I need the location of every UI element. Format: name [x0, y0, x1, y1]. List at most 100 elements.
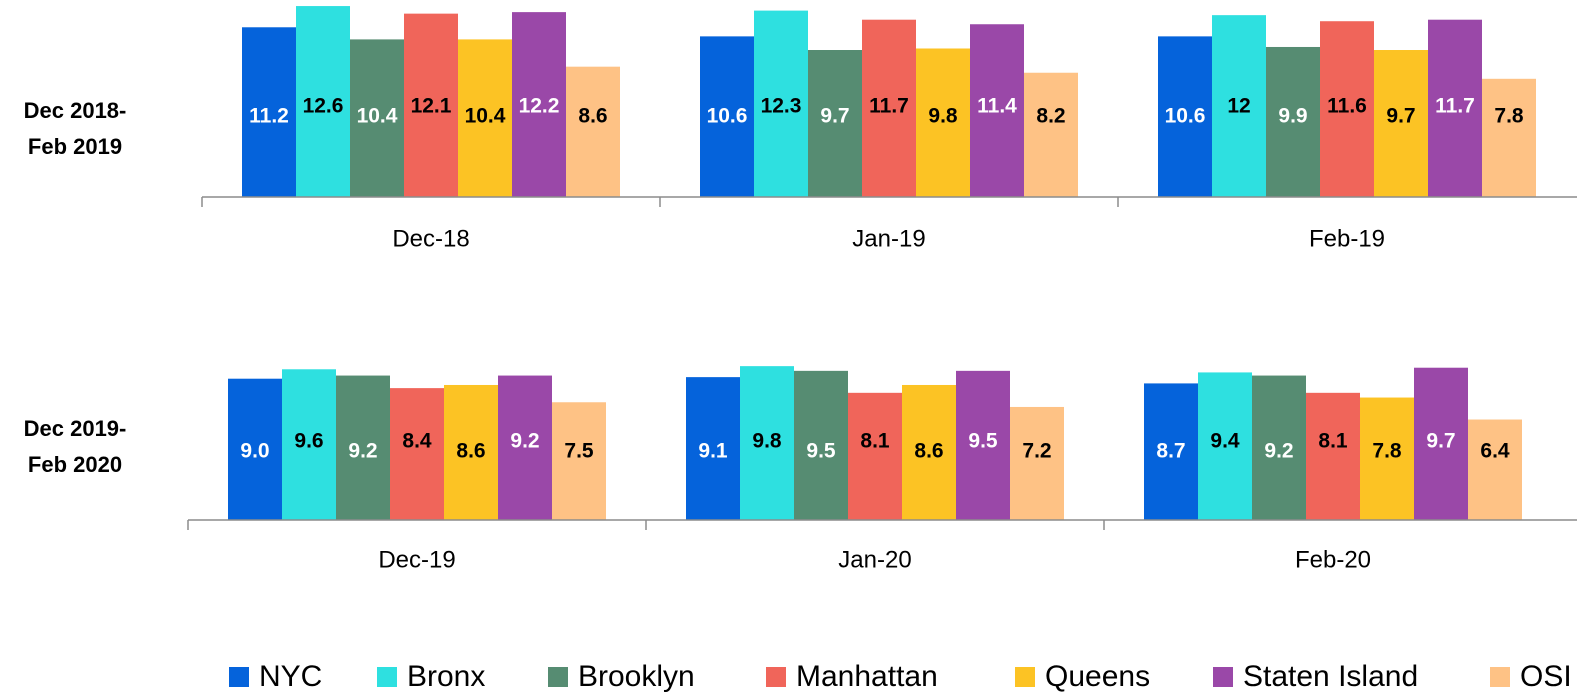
bar [794, 370, 848, 520]
value-label: 8.7 [1156, 440, 1185, 463]
legend-label: Brooklyn [578, 660, 695, 693]
bar [444, 384, 498, 520]
legend-label: Queens [1045, 660, 1150, 693]
value-label: 6.4 [1480, 440, 1510, 463]
bar [1482, 78, 1536, 197]
row-title: Feb 2019 [28, 134, 122, 159]
bar [404, 13, 458, 198]
bar [808, 50, 862, 197]
value-label: 9.7 [1386, 105, 1415, 128]
value-label: 9.9 [1278, 105, 1307, 128]
legend-label: Manhattan [796, 660, 938, 693]
legend-label: Bronx [407, 660, 485, 693]
legend-swatch [548, 667, 568, 687]
bar [296, 6, 350, 197]
bar [970, 24, 1024, 197]
bar [1010, 406, 1064, 520]
value-label: 8.4 [402, 430, 432, 453]
value-label: 9.4 [1210, 430, 1240, 453]
bar [228, 378, 282, 520]
value-label: 12 [1227, 95, 1250, 118]
bar [700, 36, 754, 197]
value-label: 12.3 [761, 95, 802, 118]
value-label: 11.6 [1327, 95, 1367, 118]
row-title: Feb 2020 [28, 452, 122, 477]
bar [336, 375, 390, 520]
bar [1144, 383, 1198, 520]
value-label: 9.1 [698, 440, 728, 463]
value-label: 8.1 [860, 430, 890, 453]
bar [902, 384, 956, 520]
value-label: 9.2 [510, 430, 539, 453]
legend-swatch [1015, 667, 1035, 687]
value-label: 9.6 [294, 430, 323, 453]
value-label: 9.7 [1426, 430, 1455, 453]
bar [1158, 36, 1212, 197]
value-label: 12.2 [519, 95, 560, 118]
bar [552, 402, 606, 520]
bar [956, 370, 1010, 520]
x-tick-label: Jan-20 [838, 546, 911, 573]
value-label: 7.8 [1494, 105, 1524, 128]
bar [458, 39, 512, 198]
bar [1414, 367, 1468, 520]
value-label: 8.6 [914, 440, 943, 463]
value-label: 9.8 [928, 105, 958, 128]
value-label: 9.8 [752, 430, 782, 453]
bar [1252, 375, 1306, 520]
bar [916, 48, 970, 197]
value-label: 8.6 [456, 440, 485, 463]
bar [1374, 50, 1428, 197]
value-label: 9.5 [968, 430, 998, 453]
value-label: 12.1 [411, 95, 452, 118]
bar [686, 377, 740, 520]
x-tick-label: Feb-19 [1309, 225, 1385, 252]
legend-label: Staten Island [1243, 660, 1418, 693]
row-title: Dec 2019- [24, 416, 127, 441]
value-label: 8.2 [1036, 105, 1065, 128]
value-label: 10.4 [357, 105, 398, 128]
bar [350, 39, 404, 198]
bar [1212, 15, 1266, 198]
legend-swatch [229, 667, 249, 687]
bar [740, 366, 794, 520]
legend-label: OSI [1520, 660, 1572, 693]
bar [512, 12, 566, 197]
bar [1428, 19, 1482, 198]
value-label: 11.4 [977, 95, 1017, 118]
row-title: Dec 2018- [24, 98, 127, 123]
bar [1320, 21, 1374, 197]
value-label: 8.1 [1318, 430, 1348, 453]
bar [1306, 392, 1360, 520]
bar [862, 19, 916, 198]
value-label: 8.6 [578, 105, 607, 128]
bar [1468, 419, 1522, 520]
legend-swatch [1213, 667, 1233, 687]
value-label: 11.7 [1435, 95, 1475, 118]
bar [1360, 397, 1414, 520]
value-label: 7.2 [1022, 440, 1051, 463]
bar [282, 369, 336, 520]
value-label: 12.6 [303, 95, 344, 118]
legend-label: NYC [259, 660, 322, 693]
bar [848, 392, 902, 520]
x-tick-label: Dec-18 [392, 225, 469, 252]
legend-swatch [766, 667, 786, 687]
bar [1024, 72, 1078, 197]
value-label: 11.7 [869, 95, 909, 118]
value-label: 9.5 [806, 440, 836, 463]
x-tick-label: Dec-19 [378, 546, 455, 573]
bar [1266, 46, 1320, 197]
value-label: 9.7 [820, 105, 849, 128]
bar [242, 27, 296, 198]
legend-swatch [377, 667, 397, 687]
bar [498, 375, 552, 520]
x-tick-label: Feb-20 [1295, 546, 1371, 573]
value-label: 7.5 [564, 440, 594, 463]
value-label: 10.6 [707, 105, 748, 128]
bar [390, 388, 444, 520]
x-tick-label: Jan-19 [852, 225, 925, 252]
value-label: 10.4 [465, 105, 506, 128]
value-label: 9.2 [348, 440, 377, 463]
